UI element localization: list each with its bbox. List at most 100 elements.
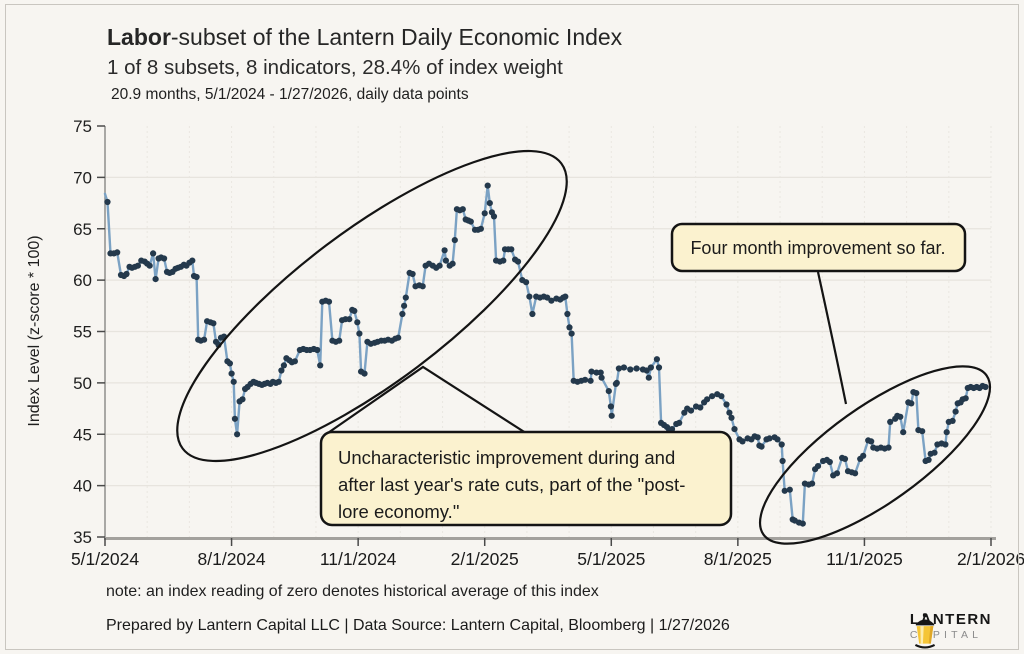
data-point: [647, 364, 655, 371]
data-point: [841, 455, 849, 462]
data-point: [514, 258, 522, 265]
data-point: [962, 395, 969, 402]
data-point: [897, 413, 904, 420]
plot-layer: 35 40 45 50 55 60 65 70 75 5/1/2024 8/1/2024 11/1/2…: [71, 117, 1024, 569]
x-tick-label: 5/1/2025: [577, 549, 645, 569]
footnote: note: an index reading of zero denotes h…: [106, 583, 599, 600]
data-point: [799, 520, 806, 527]
data-point: [134, 262, 141, 269]
x-tick-label: 2/1/2025: [451, 549, 519, 569]
data-point: [697, 404, 704, 411]
data-point: [336, 337, 343, 344]
data-point: [150, 250, 157, 257]
x-tick-label: 8/1/2024: [198, 549, 266, 569]
data-point: [442, 257, 449, 264]
data-point: [481, 210, 488, 217]
data-point: [726, 409, 733, 416]
data-point: [607, 403, 615, 410]
callout2-text-line1: Uncharacteristic improvement during and: [338, 447, 675, 468]
data-point: [943, 429, 950, 436]
chart-subsubtitle: 20.9 months, 5/1/2024 - 1/27/2026, daily…: [111, 86, 469, 103]
data-point: [402, 294, 409, 301]
data-point: [758, 443, 765, 450]
y-tick-label: 70: [73, 168, 92, 187]
data-point: [490, 213, 498, 220]
callout2-box: [319, 430, 733, 527]
data-point: [852, 470, 859, 477]
data-point: [778, 441, 785, 448]
data-point: [723, 401, 730, 408]
y-tick-label: 50: [73, 374, 92, 393]
data-point: [731, 426, 738, 433]
data-point: [919, 428, 926, 435]
data-point: [548, 297, 555, 304]
data-point: [275, 378, 282, 385]
data-point: [314, 346, 321, 354]
data-point: [351, 307, 358, 314]
data-point: [605, 388, 612, 395]
data-point: [952, 408, 959, 415]
data-point: [668, 426, 676, 433]
x-tick-label: 2/1/2026: [957, 549, 1024, 569]
data-point: [231, 415, 238, 422]
data-point: [104, 198, 111, 206]
callout2-text-line2: after last year's rate cuts, part of the…: [338, 474, 685, 495]
data-point: [152, 276, 159, 283]
data-point: [620, 364, 628, 371]
data-point: [814, 463, 822, 470]
callout1-text: Four month improvement so far.: [690, 238, 945, 258]
data-point: [484, 182, 491, 189]
y-tick-label: 45: [73, 425, 92, 444]
data-point: [704, 396, 711, 403]
data-point: [615, 365, 623, 372]
data-point: [226, 360, 233, 367]
data-point: [401, 302, 408, 309]
data-point: [779, 457, 786, 465]
data-point: [982, 383, 989, 391]
data-point: [588, 368, 595, 375]
data-point: [317, 362, 324, 369]
data-point: [451, 237, 458, 244]
data-point: [942, 441, 949, 448]
data-point: [566, 324, 573, 331]
x-tick-label: 5/1/2024: [71, 549, 139, 569]
data-point: [718, 393, 725, 400]
data-point: [885, 444, 892, 451]
prepared-by-line: Prepared by Lantern Capital LLC | Data S…: [106, 617, 730, 634]
data-point: [925, 456, 932, 463]
data-point: [655, 364, 663, 371]
data-point: [562, 293, 569, 300]
data-point: [568, 330, 575, 337]
data-point: [234, 431, 241, 438]
data-point: [228, 370, 235, 377]
callout1-box: [670, 222, 967, 273]
data-point: [399, 310, 406, 318]
data-point: [441, 247, 448, 254]
data-point: [436, 262, 443, 269]
chart-title: Labor-subset of the Lantern Daily Econom…: [107, 24, 622, 51]
data-point: [325, 298, 333, 305]
data-point: [239, 396, 246, 403]
x-tick-label: 11/1/2025: [826, 549, 903, 569]
data-point: [500, 257, 507, 264]
y-tick-label: 75: [73, 117, 92, 136]
data-point: [449, 260, 456, 267]
y-axis-title: Index Level (z-score * 100): [26, 235, 43, 426]
data-point: [598, 374, 605, 381]
data-point: [931, 449, 938, 456]
data-point: [908, 400, 915, 407]
data-point: [346, 316, 353, 323]
data-point: [564, 310, 571, 318]
callout1-leader-line: [816, 271, 848, 405]
lantern-icon: [914, 613, 935, 649]
data-point: [395, 334, 402, 341]
data-point: [754, 434, 761, 441]
ellipse-annotation-2024-rally: [176, 149, 568, 463]
data-point: [523, 279, 530, 286]
data-point: [833, 470, 841, 477]
data-point: [868, 438, 875, 445]
data-point: [291, 358, 298, 365]
data-point: [645, 374, 652, 381]
y-tick-label: 60: [73, 271, 92, 290]
